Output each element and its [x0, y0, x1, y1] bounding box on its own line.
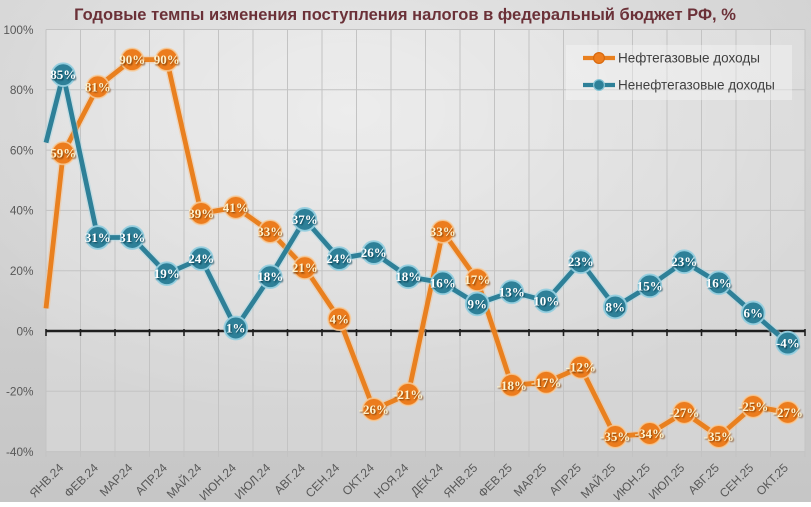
- svg-text:Нефтегазовые доходы: Нефтегазовые доходы: [618, 51, 760, 66]
- svg-text:18%: 18%: [395, 269, 421, 284]
- svg-text:18%: 18%: [257, 269, 283, 284]
- svg-text:Ненефтегазовые доходы: Ненефтегазовые доходы: [618, 78, 775, 93]
- svg-text:-12%: -12%: [566, 360, 596, 375]
- svg-text:-17%: -17%: [531, 375, 561, 390]
- svg-text:23%: 23%: [671, 254, 697, 269]
- svg-text:-20%: -20%: [6, 385, 34, 399]
- svg-text:4%: 4%: [329, 311, 349, 326]
- svg-text:59%: 59%: [50, 146, 76, 161]
- svg-text:33%: 33%: [257, 224, 283, 239]
- svg-text:10%: 10%: [533, 293, 559, 308]
- svg-text:8%: 8%: [605, 299, 625, 314]
- svg-text:100%: 100%: [3, 23, 34, 37]
- svg-text:16%: 16%: [430, 275, 456, 290]
- svg-text:85%: 85%: [50, 67, 76, 82]
- svg-text:24%: 24%: [188, 251, 214, 266]
- svg-text:81%: 81%: [85, 79, 111, 94]
- svg-text:9%: 9%: [467, 296, 487, 311]
- svg-text:-40%: -40%: [6, 445, 34, 459]
- svg-text:17%: 17%: [464, 272, 490, 287]
- svg-text:60%: 60%: [10, 143, 34, 157]
- svg-text:90%: 90%: [119, 52, 145, 67]
- svg-text:20%: 20%: [10, 264, 34, 278]
- svg-text:40%: 40%: [10, 204, 34, 218]
- svg-text:37%: 37%: [292, 212, 318, 227]
- svg-text:-25%: -25%: [738, 399, 768, 414]
- svg-text:6%: 6%: [743, 305, 763, 320]
- svg-text:-4%: -4%: [776, 336, 800, 351]
- svg-text:31%: 31%: [85, 230, 111, 245]
- svg-text:16%: 16%: [706, 275, 732, 290]
- svg-text:-27%: -27%: [773, 405, 803, 420]
- svg-text:-34%: -34%: [635, 426, 665, 441]
- svg-text:0%: 0%: [16, 324, 34, 338]
- svg-text:39%: 39%: [188, 206, 214, 221]
- svg-text:33%: 33%: [430, 224, 456, 239]
- svg-text:-35%: -35%: [600, 429, 630, 444]
- svg-text:24%: 24%: [326, 251, 352, 266]
- svg-text:31%: 31%: [119, 230, 145, 245]
- svg-text:13%: 13%: [499, 284, 525, 299]
- svg-text:15%: 15%: [637, 278, 663, 293]
- svg-text:-27%: -27%: [669, 405, 699, 420]
- svg-text:19%: 19%: [154, 266, 180, 281]
- svg-text:80%: 80%: [10, 83, 34, 97]
- svg-text:41%: 41%: [223, 200, 249, 215]
- svg-text:-35%: -35%: [704, 429, 734, 444]
- svg-text:90%: 90%: [154, 52, 180, 67]
- svg-text:1%: 1%: [226, 321, 246, 336]
- svg-text:-18%: -18%: [497, 378, 527, 393]
- svg-text:Годовые темпы изменения поступ: Годовые темпы изменения поступления нало…: [74, 6, 736, 24]
- svg-text:26%: 26%: [361, 245, 387, 260]
- svg-text:-26%: -26%: [359, 402, 389, 417]
- svg-text:21%: 21%: [292, 260, 318, 275]
- svg-text:23%: 23%: [568, 254, 594, 269]
- svg-text:-21%: -21%: [393, 387, 423, 402]
